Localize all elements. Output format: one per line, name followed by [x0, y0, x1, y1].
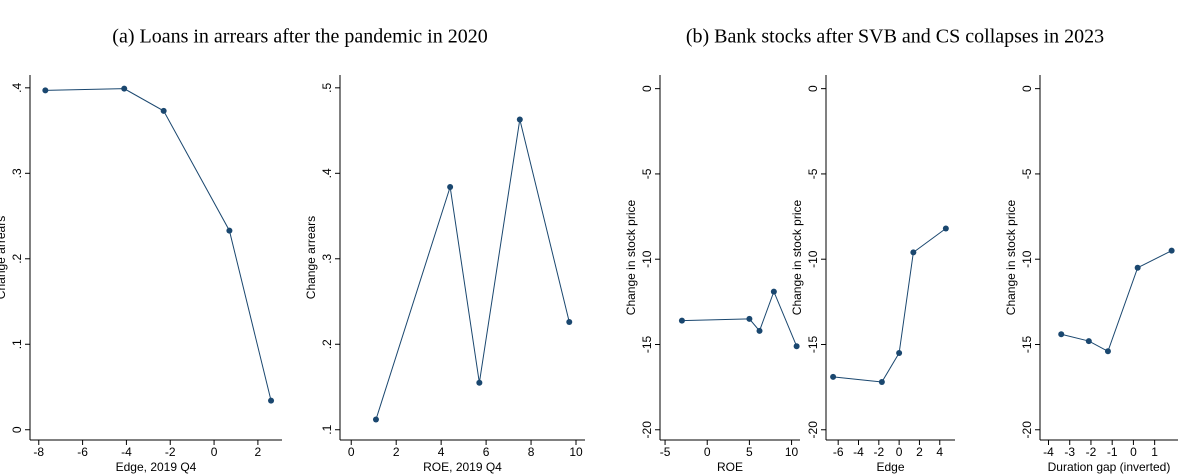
x-tick-label: 10 [569, 445, 583, 459]
data-point [678, 317, 685, 324]
x-axis-title: ROE [717, 460, 743, 474]
x-tick-label: 0 [704, 445, 711, 459]
data-point [1104, 348, 1111, 355]
y-axis-title: Change in stock price [624, 199, 638, 315]
x-tick-label: 0 [348, 445, 355, 459]
data-line [45, 88, 272, 401]
data-point [910, 249, 917, 256]
data-point [1085, 338, 1092, 345]
data-point [830, 373, 837, 380]
data-line [833, 228, 947, 383]
y-tick-label: -20 [1020, 421, 1034, 439]
data-point [878, 379, 885, 386]
y-tick-label: -5 [806, 168, 820, 179]
x-tick-label: 2 [393, 445, 400, 459]
y-tick-label: -15 [640, 335, 654, 353]
x-axis-title: Duration gap (inverted) [1048, 460, 1171, 474]
x-tick-label: 0 [211, 445, 218, 459]
y-axis-title: Change arrears [304, 216, 318, 299]
y-tick-label: .2 [320, 339, 334, 349]
x-tick-label: 2 [255, 445, 262, 459]
data-line [681, 290, 798, 347]
data-point [372, 416, 379, 423]
y-tick-label: 0 [806, 85, 820, 92]
panel-title: (a) Loans in arrears after the pandemic … [112, 26, 487, 48]
y-tick-label: -15 [1020, 335, 1034, 353]
data-point [1168, 247, 1175, 254]
x-tick-label: -2 [165, 445, 176, 459]
data-line [375, 119, 570, 420]
data-point [476, 379, 483, 386]
x-axis-title: Edge, 2019 Q4 [116, 460, 197, 474]
data-point [1058, 331, 1065, 338]
x-tick-label: -8 [33, 445, 44, 459]
y-tick-label: -10 [1020, 250, 1034, 268]
y-tick-label: 0 [640, 85, 654, 92]
data-point [160, 107, 167, 114]
x-tick-label: -6 [833, 445, 844, 459]
y-tick-label: -10 [640, 250, 654, 268]
x-tick-label: 5 [746, 445, 753, 459]
data-point [226, 227, 233, 234]
x-tick-label: 1 [1151, 445, 1158, 459]
y-tick-label: -20 [640, 421, 654, 439]
y-tick-label: -15 [806, 335, 820, 353]
x-tick-label: -4 [1043, 445, 1054, 459]
x-tick-label: -1 [1107, 445, 1118, 459]
x-axis-title: Edge [876, 460, 904, 474]
x-tick-label: -6 [77, 445, 88, 459]
x-tick-label: 0 [1130, 445, 1137, 459]
data-line [1061, 250, 1172, 353]
y-tick-label: .3 [10, 168, 24, 178]
x-tick-label: -5 [660, 445, 671, 459]
y-tick-label: -20 [806, 421, 820, 439]
y-tick-label: -5 [640, 168, 654, 179]
data-point [1134, 264, 1141, 271]
panel-title: (b) Bank stocks after SVB and CS collaps… [686, 26, 1104, 48]
y-axis-title: Change arrears [0, 216, 8, 299]
data-point [746, 315, 753, 322]
y-tick-label: .2 [10, 253, 24, 263]
data-point [268, 397, 275, 404]
x-tick-label: 8 [528, 445, 535, 459]
x-axis-title: ROE, 2019 Q4 [423, 460, 502, 474]
y-axis-title: Change in stock price [1004, 199, 1018, 315]
data-point [42, 87, 49, 94]
data-point [793, 343, 800, 350]
data-point [942, 225, 949, 232]
x-tick-label: 0 [896, 445, 903, 459]
x-tick-label: -4 [121, 445, 132, 459]
y-tick-label: .1 [320, 424, 334, 434]
y-axis-title: Change in stock price [790, 199, 804, 315]
x-tick-label: 6 [483, 445, 490, 459]
x-tick-label: 2 [916, 445, 923, 459]
x-tick-label: -2 [873, 445, 884, 459]
x-tick-label: -4 [853, 445, 864, 459]
y-tick-label: .4 [10, 82, 24, 92]
x-tick-label: 10 [785, 445, 799, 459]
data-point [447, 183, 454, 190]
data-point [896, 350, 903, 357]
x-tick-label: 4 [438, 445, 445, 459]
x-tick-label: -3 [1064, 445, 1075, 459]
y-tick-label: 0 [10, 426, 24, 433]
x-tick-label: -2 [1086, 445, 1097, 459]
y-tick-label: .1 [10, 339, 24, 349]
y-tick-label: .5 [320, 82, 334, 92]
data-point [566, 319, 573, 326]
y-tick-label: 0 [1020, 85, 1034, 92]
x-tick-label: 4 [936, 445, 943, 459]
y-tick-label: -5 [1020, 168, 1034, 179]
data-point [770, 288, 777, 295]
data-point [756, 327, 763, 334]
y-tick-label: .3 [320, 253, 334, 263]
y-tick-label: .4 [320, 168, 334, 178]
y-tick-label: -10 [806, 250, 820, 268]
data-point [516, 116, 523, 123]
data-point [121, 85, 128, 92]
